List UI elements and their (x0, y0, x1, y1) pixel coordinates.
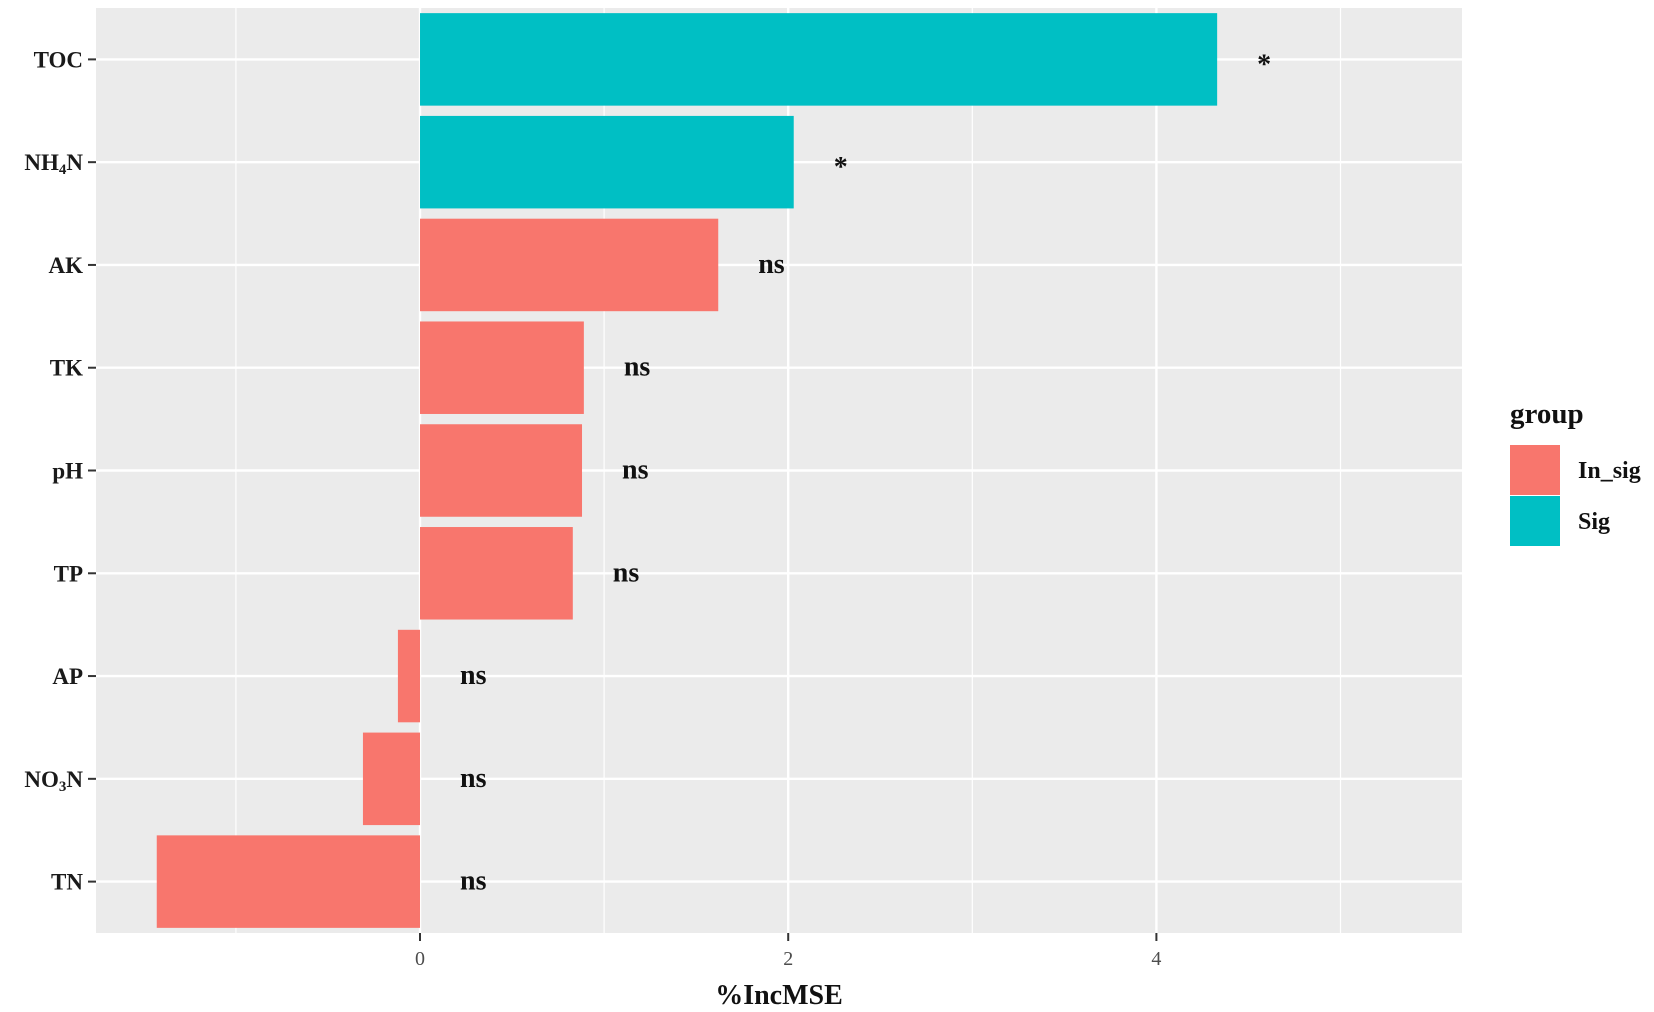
legend-title: group (1510, 398, 1584, 430)
y-tick-label: AP (52, 664, 83, 689)
bar-AK (420, 218, 719, 312)
bar-pH (420, 424, 583, 517)
significance-label: ns (460, 660, 487, 691)
y-tick-label: TOC (34, 47, 83, 72)
significance-labels: * * ns ns ns ns ns ns ns (460, 49, 1271, 896)
legend-swatch (1510, 445, 1560, 495)
significance-label: ns (624, 352, 651, 383)
x-tick-label: 0 (415, 948, 425, 970)
bar-NO₃N (362, 732, 421, 826)
legend-entries: In_sig Sig (1510, 445, 1641, 546)
significance-label: ns (460, 866, 487, 897)
x-axis: 0 2 4 (415, 933, 1161, 970)
y-tick-label: AK (49, 253, 84, 278)
bar-TN (156, 835, 421, 928)
x-tick-label: 4 (1151, 948, 1161, 970)
y-tick-label: pH (52, 459, 83, 484)
y-tick-label: TN (51, 870, 83, 895)
bar-TK (420, 321, 584, 414)
bars (156, 13, 1218, 928)
legend-swatch (1510, 496, 1560, 546)
significance-label: ns (758, 249, 785, 280)
legend-label: Sig (1578, 509, 1610, 535)
x-axis-title: %IncMSE (715, 980, 843, 1011)
x-tick-label: 2 (783, 948, 793, 970)
significance-label: * (834, 152, 848, 183)
significance-label: ns (460, 763, 487, 794)
legend: group In_sig Sig (1510, 398, 1641, 546)
bar-NH₄N (420, 115, 794, 209)
significance-label: ns (622, 455, 649, 486)
legend-label: In_sig (1578, 458, 1641, 484)
y-tick-label: TP (54, 561, 83, 586)
significance-label: * (1257, 49, 1271, 80)
bar-TP (420, 527, 573, 620)
significance-label: ns (613, 557, 640, 588)
y-tick-label: NH4N (24, 150, 83, 178)
y-tick-label: NO3N (24, 767, 83, 795)
y-tick-label: TK (50, 356, 83, 381)
bar-AP (397, 629, 421, 723)
bar-TOC (420, 13, 1218, 106)
y-axis: TOC NH4N AK TK pH TP AP NO3N TN (24, 47, 96, 895)
